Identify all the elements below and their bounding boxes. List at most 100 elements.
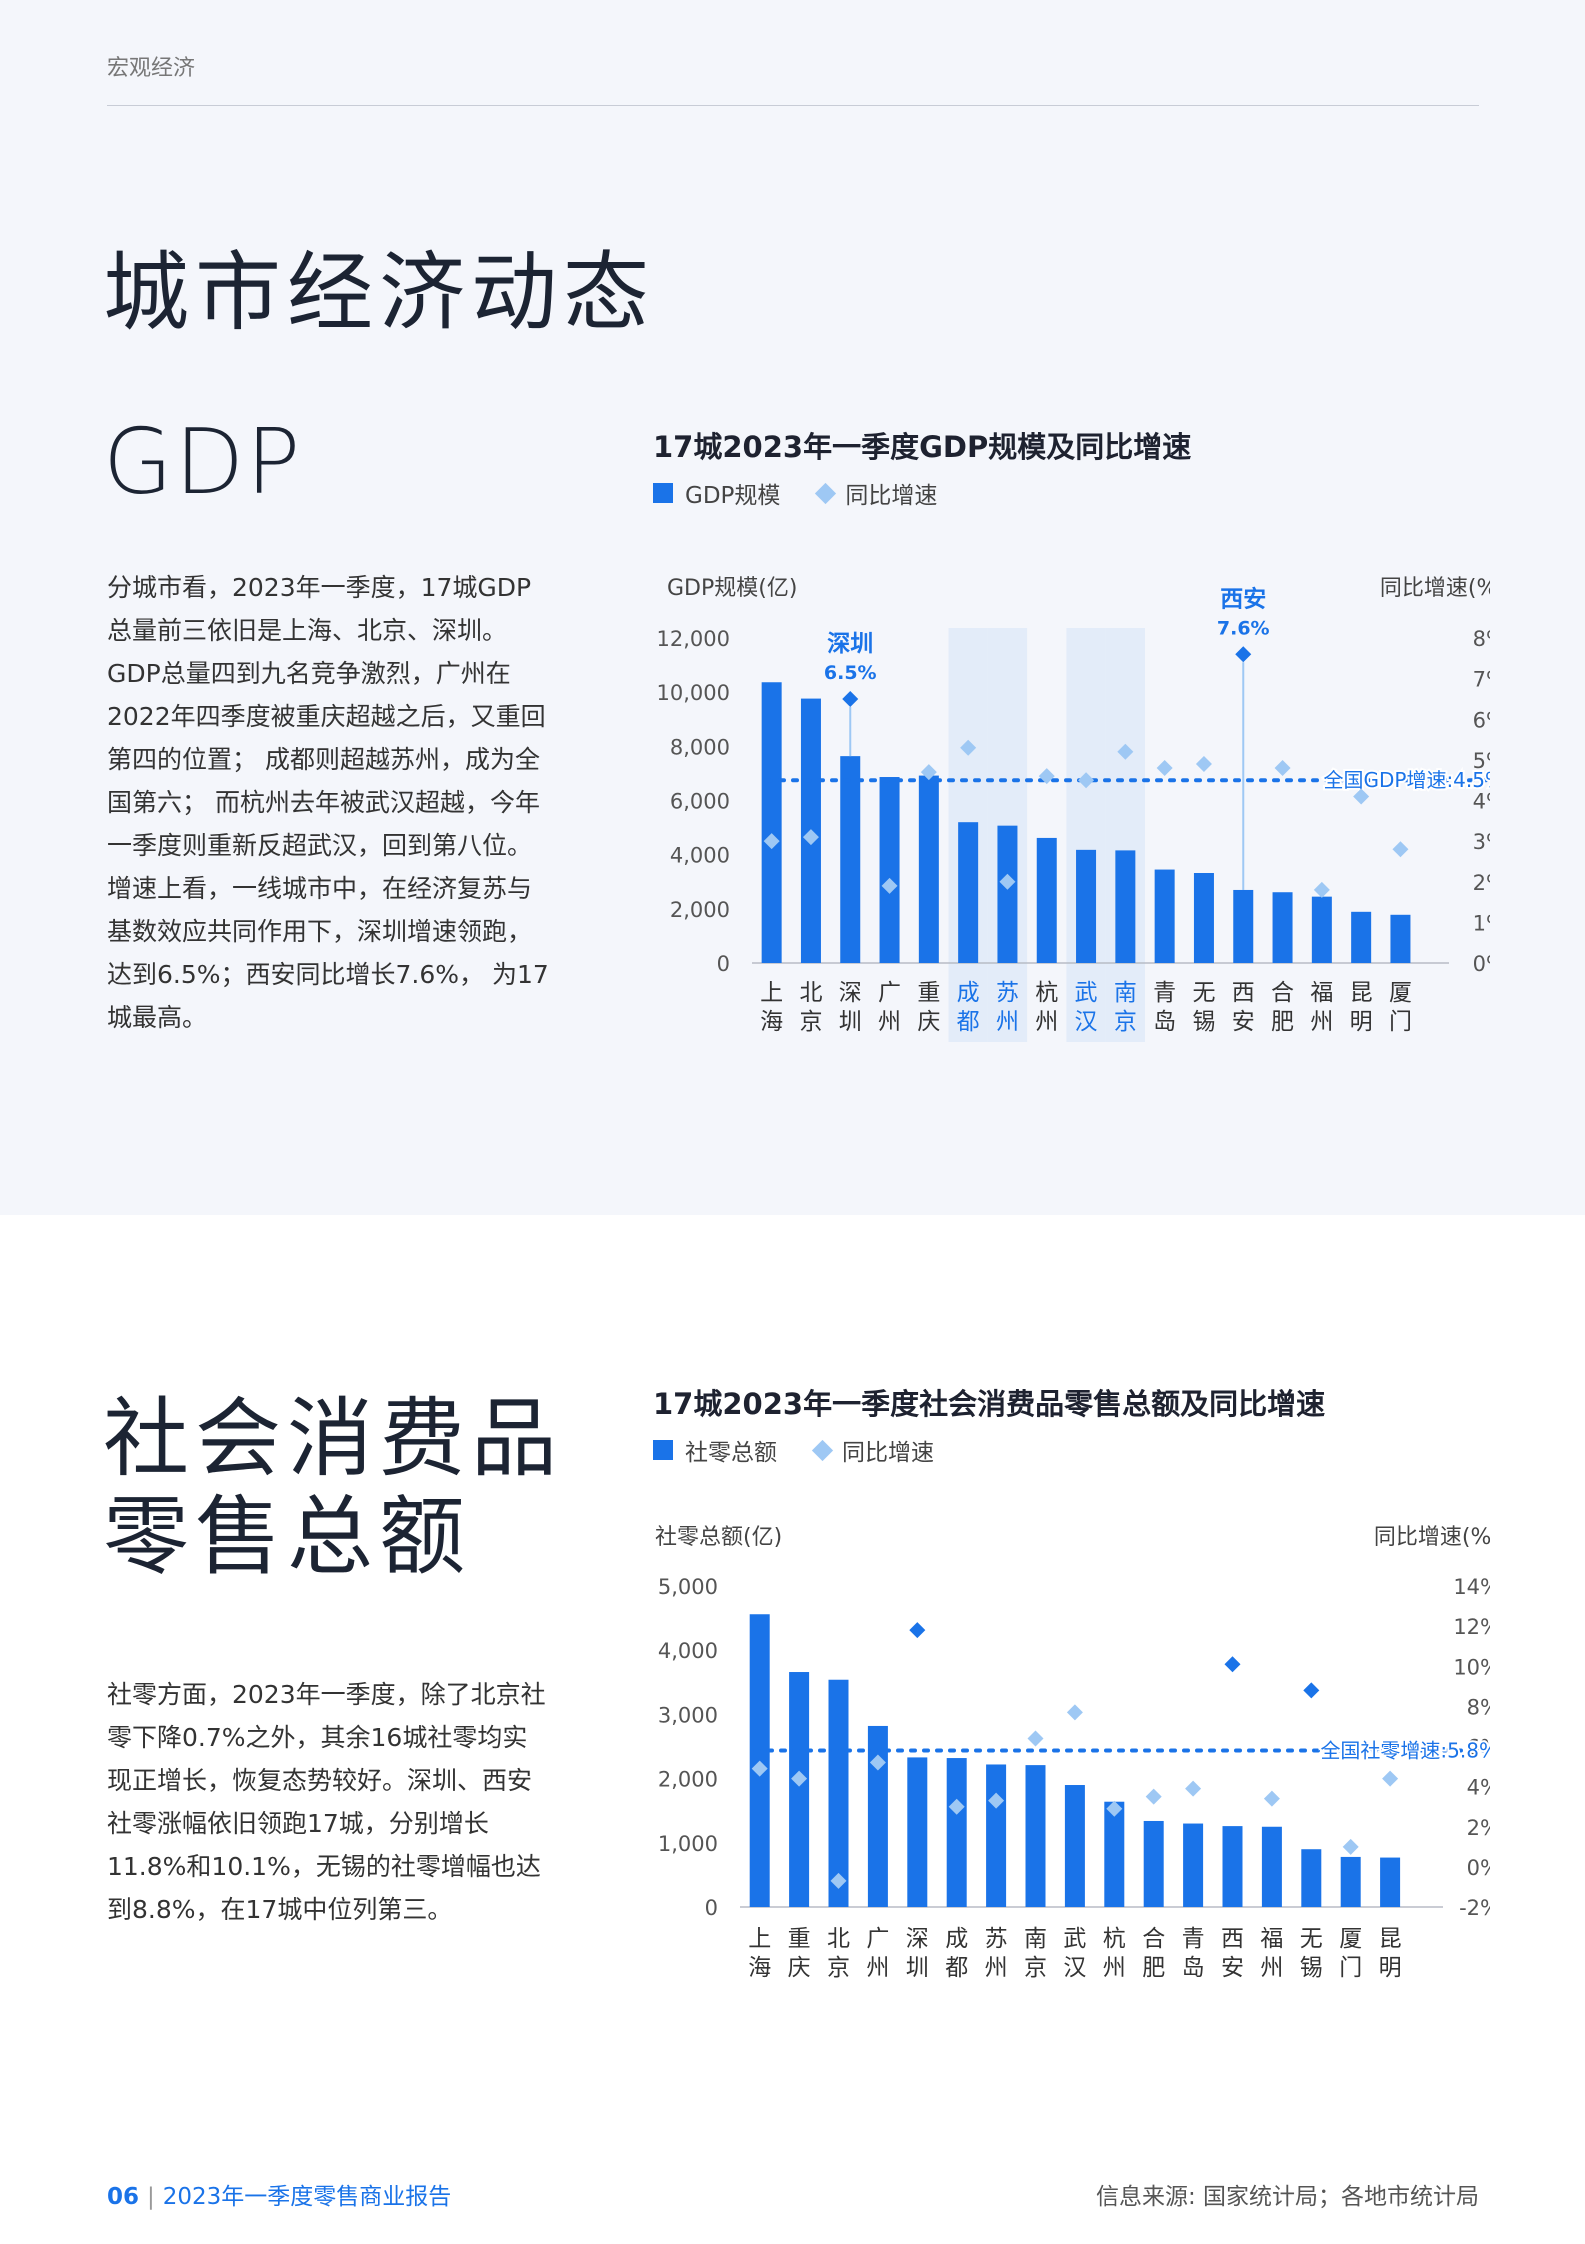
legend-growth-label: 同比增速 [842, 1440, 934, 1466]
bar [1222, 1826, 1243, 1907]
bar [1311, 896, 1332, 963]
growth-marker [1342, 1838, 1359, 1855]
growth-marker [1117, 743, 1134, 760]
x-tick-label: 岛 [1153, 1009, 1176, 1035]
x-tick-label: 厦 [1389, 980, 1412, 1006]
growth-marker [1235, 646, 1252, 663]
y2-tick-label: 4% [1473, 790, 1490, 814]
bar [1301, 1849, 1322, 1907]
growth-marker [842, 690, 859, 707]
x-tick-label: 州 [866, 1955, 889, 1981]
x-tick-label: 汉 [1063, 1955, 1086, 1981]
bar [789, 1672, 810, 1907]
growth-marker [751, 1760, 768, 1777]
x-tick-label: 合 [1271, 980, 1294, 1006]
y2-tick-label: 2% [1473, 871, 1490, 895]
y2-tick-label: 0% [1473, 952, 1490, 976]
gdp-paragraph: 分城市看，2023年一季度，17城GDP总量前三依旧是上海、北京、深圳。GDP总… [107, 573, 549, 1032]
y2-tick-label: 12% [1453, 1615, 1490, 1639]
bar [1183, 1823, 1204, 1907]
x-tick-label: 圳 [839, 1009, 862, 1035]
callout-city-label: 深圳 [827, 631, 873, 657]
y2-tick-label: 6% [1467, 1736, 1490, 1760]
x-tick-label: 京 [799, 1009, 822, 1035]
x-tick-label: 州 [1103, 1955, 1126, 1981]
page-title: 城市经济动态 [103, 243, 655, 343]
retail-heading-line1: 社会消费品 [103, 1389, 563, 1489]
y-tick-label: 4,000 [670, 844, 730, 868]
x-tick-label: 武 [1063, 1926, 1086, 1952]
y2-tick-label: 4% [1467, 1776, 1490, 1800]
growth-marker [1224, 1656, 1241, 1673]
growth-marker [960, 739, 977, 756]
x-tick-label: 肥 [1142, 1955, 1165, 1981]
x-tick-label: 上 [748, 1926, 771, 1952]
growth-marker [1263, 1790, 1280, 1807]
y-tick-label: 12,000 [657, 627, 730, 651]
legend-diamond-swatch [815, 482, 837, 504]
y2-tick-label: 5% [1473, 749, 1490, 773]
x-tick-label: 西 [1232, 980, 1255, 1006]
x-tick-label: 安 [1232, 1009, 1255, 1035]
x-tick-label: 安 [1221, 1955, 1244, 1981]
x-tick-label: 庆 [788, 1955, 811, 1981]
gdp-chart-title: 17城2023年一季度GDP规模及同比增速 [653, 430, 1192, 464]
bar [828, 1679, 849, 1907]
x-tick-label: 青 [1182, 1926, 1205, 1952]
x-tick-label: 都 [945, 1955, 968, 1981]
legend-bar-label: 社零总额 [685, 1440, 777, 1466]
bar [840, 756, 861, 963]
x-tick-label: 都 [957, 1009, 980, 1035]
x-tick-label: 合 [1142, 1926, 1165, 1952]
x-tick-label: 昆 [1350, 980, 1373, 1006]
x-tick-label: 杭 [1035, 980, 1058, 1006]
x-tick-label: 广 [878, 980, 901, 1006]
x-tick-label: 州 [985, 1955, 1008, 1981]
growth-marker [1038, 768, 1055, 785]
x-tick-label: 西 [1221, 1926, 1244, 1952]
bar [946, 1758, 967, 1907]
y2-tick-label: 3% [1473, 830, 1490, 854]
x-tick-label: 成 [945, 1926, 968, 1952]
x-tick-label: 无 [1192, 980, 1215, 1006]
callout-value-label: 7.6% [1217, 617, 1270, 639]
growth-marker [988, 1792, 1005, 1809]
y2-tick-label: 10% [1453, 1655, 1490, 1679]
bar [1143, 1820, 1164, 1907]
growth-marker [920, 764, 937, 781]
callout-city-label: 西安 [1220, 585, 1266, 612]
y-tick-label: 6,000 [670, 790, 730, 814]
x-tick-label: 京 [1024, 1955, 1047, 1981]
x-tick-label: 杭 [1103, 1926, 1126, 1952]
growth-marker [1303, 1682, 1320, 1699]
y2-tick-label: 1% [1473, 911, 1490, 935]
x-tick-label: 明 [1350, 1009, 1373, 1035]
highlight-band [1066, 628, 1106, 1042]
x-tick-label: 岛 [1182, 1955, 1205, 1981]
y2-axis-title: 同比增速(%) [1374, 1525, 1490, 1550]
x-tick-label: 北 [827, 1926, 850, 1952]
x-tick-label: 深 [906, 1926, 929, 1952]
reference-label: 全国GDP增速:4.5% [1323, 768, 1490, 792]
growth-marker [909, 1622, 926, 1639]
highlight-band [1105, 628, 1145, 1042]
growth-marker [1156, 760, 1173, 776]
x-tick-label: 京 [1114, 1009, 1137, 1035]
x-tick-label: 汉 [1075, 1009, 1098, 1035]
x-tick-label: 上 [760, 980, 783, 1006]
bar [1104, 1801, 1125, 1907]
x-tick-label: 州 [1260, 1955, 1283, 1981]
x-tick-label: 州 [996, 1009, 1019, 1035]
bar [1036, 837, 1057, 963]
growth-marker [763, 833, 780, 850]
y2-tick-label: 7% [1473, 668, 1490, 692]
growth-marker [1392, 841, 1409, 858]
bar [1390, 914, 1411, 963]
growth-marker [1313, 881, 1330, 898]
footer-source: 信息来源: 国家统计局；各地市统计局 [1095, 2184, 1479, 2210]
x-tick-label: 门 [1389, 1009, 1412, 1035]
x-tick-label: 广 [866, 1926, 889, 1952]
section-label: 宏观经济 [107, 56, 196, 81]
x-tick-label: 锡 [1300, 1955, 1323, 1981]
x-tick-label: 重 [917, 980, 940, 1006]
